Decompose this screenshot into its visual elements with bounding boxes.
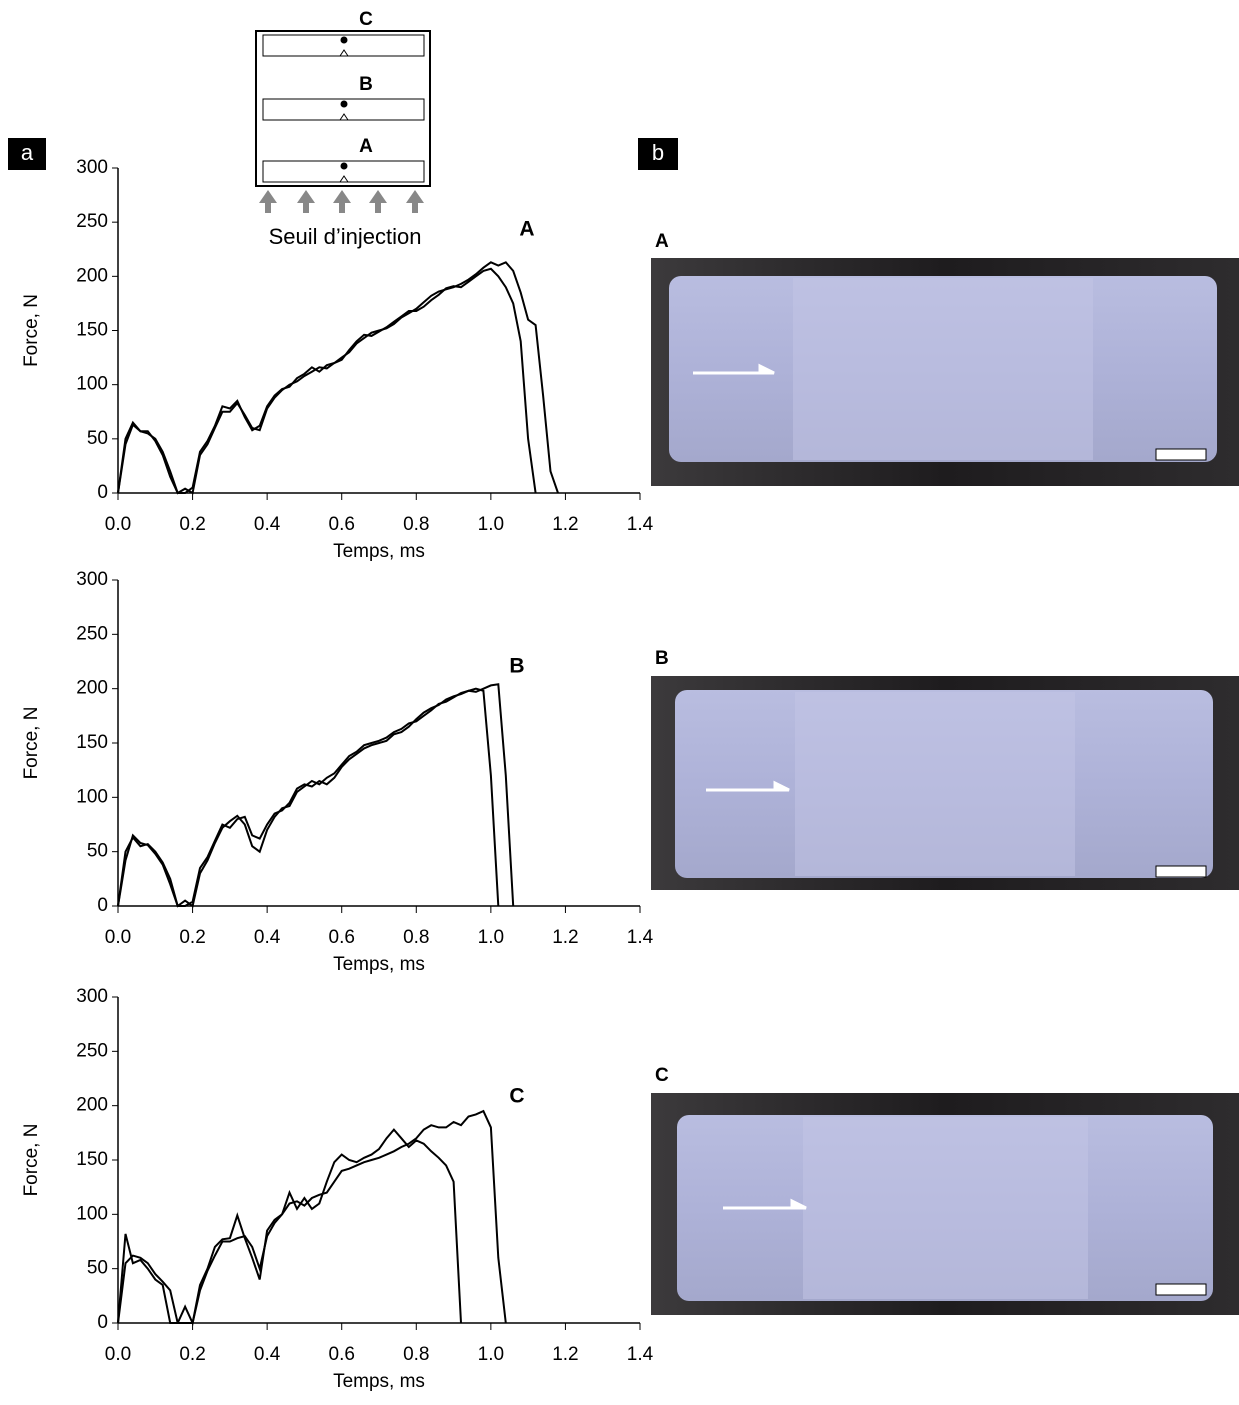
arrow: [706, 780, 790, 792]
force-curve: [117, 683, 515, 908]
y-tick-label: 100: [76, 786, 108, 807]
y-tick-label: 50: [87, 1258, 108, 1279]
y-tick-label: 250: [76, 1040, 108, 1061]
schematic-caption: Seuil d’injection: [269, 224, 422, 249]
bar-sample: [262, 34, 425, 57]
y-tick-label: 250: [76, 211, 108, 232]
y-tick-label: 50: [87, 428, 108, 449]
bar-sample: [262, 160, 425, 183]
x-tick-label: 1.4: [627, 927, 654, 948]
notch: [339, 49, 349, 183]
y-tick-label: 150: [76, 732, 108, 753]
sample-label: C: [359, 9, 373, 30]
x-tick-label: 0.2: [179, 1344, 205, 1365]
y-axis-label: Force, N: [21, 707, 42, 780]
y-tick-label: 0: [97, 895, 108, 916]
y-tick-label: 250: [76, 623, 108, 644]
x-tick-label: 1.0: [478, 514, 504, 535]
scale-bar: [1155, 1283, 1207, 1296]
impact-point: [340, 100, 348, 108]
y-tick-label: 150: [76, 320, 108, 341]
scale-bar: [1155, 448, 1207, 461]
x-tick-label: 0.8: [403, 514, 429, 535]
x-tick-label: 1.4: [627, 1344, 654, 1365]
x-tick-label: 0.4: [254, 1344, 281, 1365]
x-axis-label: Temps, ms: [333, 541, 425, 562]
mold: [255, 30, 431, 187]
sample-label: B: [359, 74, 373, 95]
x-tick-label: 0.0: [105, 514, 131, 535]
photo-label: C: [655, 1065, 669, 1086]
y-tick-label: 0: [97, 1312, 108, 1333]
curve-annotation: B: [509, 655, 524, 678]
impact-point: [340, 162, 348, 170]
x-axis-label: Temps, ms: [333, 954, 425, 975]
fracture-zone: [793, 278, 1093, 460]
y-axis-label: Force, N: [21, 294, 42, 367]
y-tick-label: 150: [76, 1149, 108, 1170]
force-curve: [117, 1109, 507, 1324]
arrow: [723, 1198, 807, 1210]
injection-arrows: [259, 190, 424, 213]
panel-box: [8, 138, 46, 170]
arrow: [693, 363, 775, 375]
x-tick-label: 0.0: [105, 1344, 131, 1365]
x-tick-label: 0.8: [403, 927, 429, 948]
x-tick-label: 0.2: [179, 514, 205, 535]
chart: 0 50 100 150 200 250 300 0.0 0.2 0.4 0.6 0.8 1.0 1.2 1…: [21, 569, 654, 975]
bar-sample: [262, 98, 425, 121]
y-tick-label: 50: [87, 841, 108, 862]
panel-labels: a b: [8, 138, 678, 170]
photo-label: B: [655, 648, 669, 669]
photos: A B C: [651, 231, 1239, 1315]
y-tick-label: 300: [76, 986, 108, 1007]
scale-bar: [1155, 865, 1207, 878]
force-curve: [117, 687, 500, 907]
force-curve: [117, 267, 537, 494]
panel-box: [638, 138, 678, 170]
y-tick-label: 200: [76, 678, 108, 699]
x-tick-label: 1.2: [552, 927, 578, 948]
panel-label: b: [652, 140, 664, 165]
chart: 0 50 100 150 200 250 300 0.0 0.2 0.4 0.6 0.8 1.0 1.2 1…: [21, 986, 654, 1392]
x-tick-label: 1.4: [627, 514, 654, 535]
y-tick-label: 300: [76, 569, 108, 590]
x-tick-label: 0.4: [254, 927, 281, 948]
fracture-zone: [795, 692, 1075, 876]
curve-annotation: A: [519, 218, 534, 241]
x-axis-label: Temps, ms: [333, 1371, 425, 1392]
x-tick-label: 0.6: [329, 514, 355, 535]
fracture-zone: [803, 1117, 1088, 1299]
impact-point: [340, 36, 348, 44]
schematic: C B A Seuil d’injection: [255, 9, 431, 249]
x-tick-label: 1.0: [478, 1344, 504, 1365]
x-tick-label: 0.2: [179, 927, 205, 948]
x-tick-label: 1.0: [478, 927, 504, 948]
y-tick-label: 0: [97, 482, 108, 503]
y-tick-label: 300: [76, 157, 108, 178]
chart: 0 50 100 150 200 250 300 0.0 0.2 0.4 0.6 0.8 1.0 1.2 1…: [21, 157, 654, 562]
x-tick-label: 0.4: [254, 514, 281, 535]
x-tick-label: 0.6: [329, 1344, 355, 1365]
y-tick-label: 100: [76, 374, 108, 395]
x-tick-label: 1.2: [552, 514, 578, 535]
x-tick-label: 0.6: [329, 927, 355, 948]
curve-annotation: C: [509, 1085, 524, 1108]
x-tick-label: 0.8: [403, 1344, 429, 1365]
force-curve: [117, 1128, 462, 1327]
y-axis-label: Force, N: [21, 1124, 42, 1197]
y-tick-label: 200: [76, 1095, 108, 1116]
force-curve: [117, 261, 559, 495]
sample-label: A: [359, 136, 373, 157]
photo-label: A: [655, 231, 669, 252]
y-tick-label: 100: [76, 1203, 108, 1224]
x-tick-label: 1.2: [552, 1344, 578, 1365]
x-tick-label: 0.0: [105, 927, 131, 948]
y-tick-label: 200: [76, 265, 108, 286]
panel-label: a: [21, 140, 34, 165]
